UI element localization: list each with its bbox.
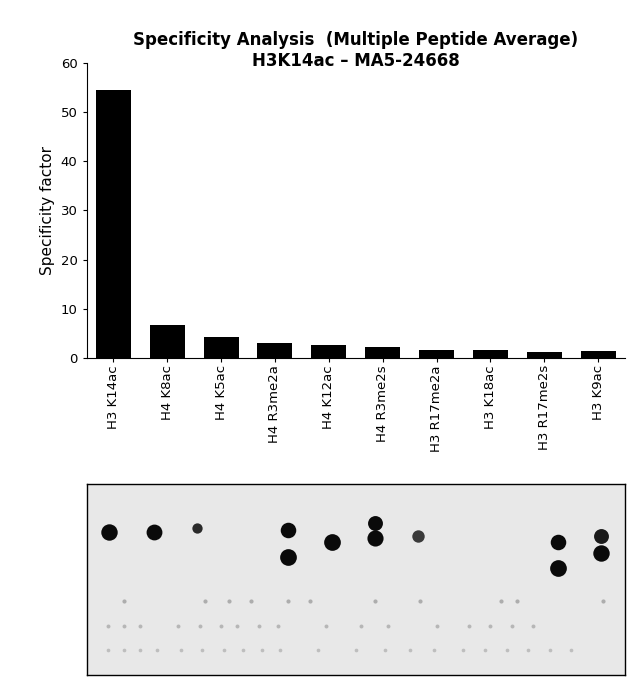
Point — [496, 595, 506, 606]
Point — [598, 595, 608, 606]
Bar — [581, 351, 615, 358]
Point — [523, 644, 533, 656]
Point — [254, 620, 264, 631]
Point — [313, 644, 323, 656]
Point — [149, 527, 159, 538]
Point — [463, 620, 474, 631]
Point — [275, 644, 285, 656]
Point — [485, 620, 495, 631]
Bar — [96, 90, 131, 358]
Bar — [365, 347, 400, 358]
Point — [224, 595, 235, 606]
Bar — [473, 349, 508, 358]
Point — [369, 595, 379, 606]
Point — [528, 620, 538, 631]
Point — [544, 644, 554, 656]
Bar — [527, 351, 562, 358]
Point — [553, 536, 563, 547]
Point — [512, 595, 522, 606]
Point — [413, 530, 423, 541]
Point — [272, 620, 283, 631]
Bar — [312, 345, 346, 358]
Point — [135, 644, 146, 656]
Point — [404, 644, 415, 656]
Point — [176, 644, 186, 656]
Point — [283, 595, 294, 606]
Bar — [150, 324, 185, 358]
Point — [103, 620, 113, 631]
Point — [135, 620, 146, 631]
Text: H3K14ac – MA5-24668: H3K14ac – MA5-24668 — [252, 52, 460, 70]
Point — [194, 620, 204, 631]
Point — [232, 620, 242, 631]
Bar — [258, 343, 292, 358]
Point — [383, 620, 393, 631]
Point — [197, 644, 208, 656]
Point — [369, 517, 379, 528]
Point — [507, 620, 517, 631]
Point — [119, 620, 129, 631]
Point — [104, 527, 114, 538]
Point — [256, 644, 267, 656]
Point — [119, 644, 129, 656]
Point — [553, 563, 563, 574]
Point — [458, 644, 469, 656]
Point — [480, 644, 490, 656]
Point — [429, 644, 439, 656]
Point — [103, 644, 113, 656]
Point — [356, 620, 366, 631]
Point — [501, 644, 512, 656]
Point — [283, 525, 294, 536]
Point — [380, 644, 390, 656]
Point — [216, 620, 226, 631]
Text: Specificity Analysis  (Multiple Peptide Average): Specificity Analysis (Multiple Peptide A… — [133, 31, 578, 49]
Point — [326, 536, 337, 547]
Point — [200, 595, 210, 606]
Point — [283, 551, 294, 562]
Point — [415, 595, 426, 606]
Point — [192, 523, 202, 534]
Point — [173, 620, 183, 631]
Point — [369, 532, 379, 544]
Point — [219, 644, 229, 656]
Point — [305, 595, 315, 606]
Bar — [419, 349, 454, 358]
Point — [321, 620, 331, 631]
Point — [119, 595, 129, 606]
Point — [238, 644, 248, 656]
Point — [595, 548, 606, 559]
Point — [151, 644, 162, 656]
Point — [351, 644, 361, 656]
Bar — [204, 338, 238, 358]
Point — [595, 530, 606, 541]
X-axis label: Modification: Modification — [309, 565, 403, 580]
Point — [431, 620, 442, 631]
Y-axis label: Specificity factor: Specificity factor — [40, 146, 55, 275]
Point — [566, 644, 576, 656]
Point — [246, 595, 256, 606]
